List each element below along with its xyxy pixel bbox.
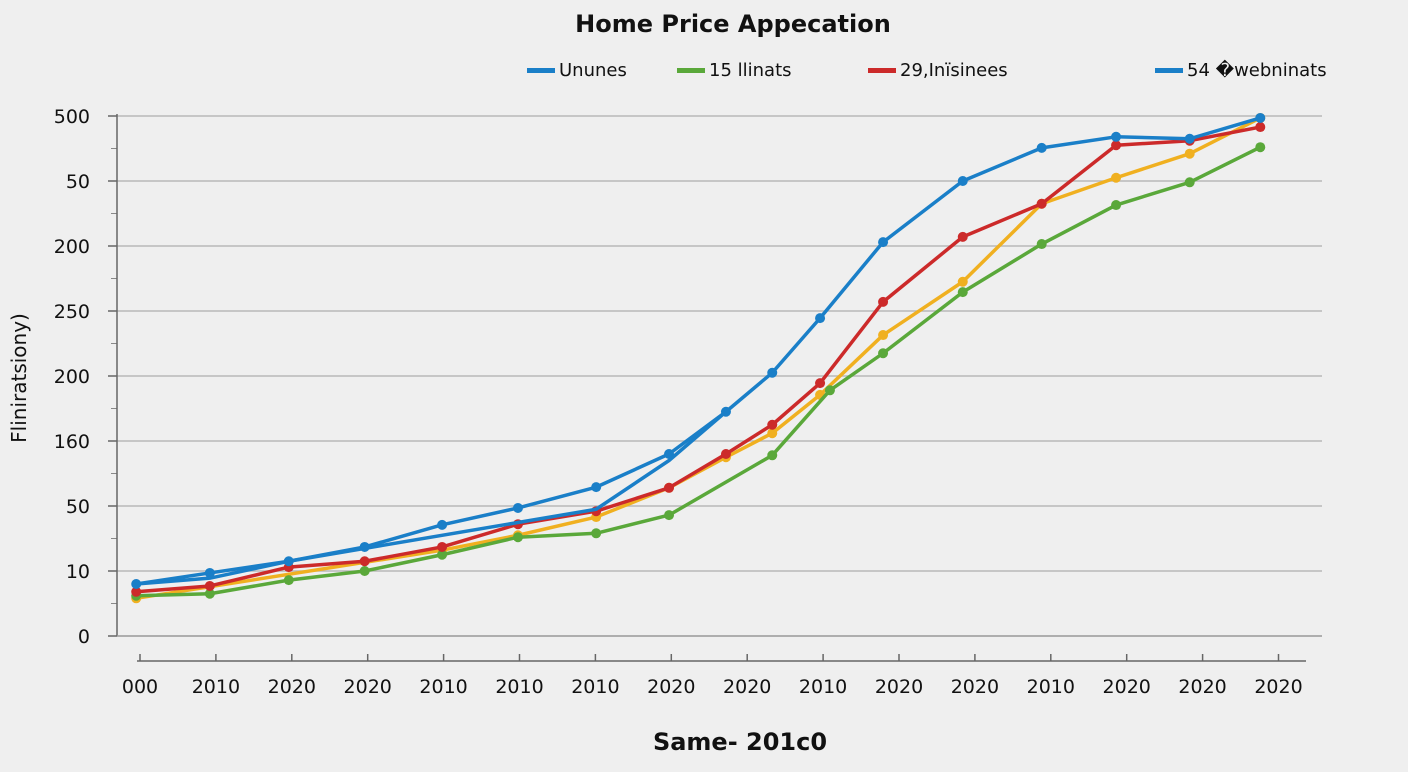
data-point [359,556,370,567]
x-tick-label: 2010 [495,676,543,698]
data-point [957,231,968,242]
data-point [957,276,968,287]
y-tick-label: 0 [78,626,90,648]
data-point [437,541,448,552]
data-point [1111,172,1122,183]
chart-title: Home Price Appecation [575,10,891,38]
x-tick-label: 2010 [192,676,240,698]
legend: Ununes 15 llinats 29,Inïsinees 54 �webninat… [527,59,1327,81]
legend-item: Ununes [527,60,627,81]
y-tick-label: 10 [66,561,90,583]
data-point [359,566,370,576]
legend-swatch [677,68,705,73]
legend-label: 15 llinats [709,60,792,81]
series-line [136,125,1261,594]
x-tick-label: 2020 [647,676,695,698]
x-tick-label: 2020 [1254,676,1302,698]
data-point [437,549,448,560]
x-tick-label: 2020 [1103,676,1151,698]
data-point [664,510,675,521]
data-point [591,528,602,539]
y-tick-label: 50 [66,171,90,193]
x-tick-label: 2010 [799,676,847,698]
data-point [878,296,889,307]
data-point [720,449,731,459]
data-point [878,237,889,248]
data-point [957,176,968,186]
data-point [824,385,835,396]
data-point [815,313,826,324]
data-point [664,482,675,493]
data-point [512,532,523,543]
data-point [437,519,448,530]
data-point [815,378,826,389]
data-point [1111,200,1122,211]
x-tick-label: 2020 [875,676,923,698]
legend-item: 29,Inïsinees [868,60,1008,81]
x-tick-label: 2020 [268,676,316,698]
y-tick-label: 250 [54,301,90,323]
axes: 0 10 50 160 200 250 200 50 500 000 2010 2020 2020 201… [54,106,1322,698]
data-point [1036,239,1047,250]
x-tick-label: 2010 [571,676,619,698]
series-1 [131,142,1266,601]
data-point [204,567,215,578]
x-tick-label: 2010 [1027,676,1075,698]
data-point [204,588,215,599]
data-point [1111,140,1122,151]
data-point [512,502,523,513]
series-group [131,112,1266,604]
x-axis-label: Same- 201c0 [653,728,827,756]
data-point [767,450,778,461]
data-point [1184,133,1195,144]
legend-label: 54 �webninats [1187,59,1327,81]
series-line [135,116,1262,601]
data-point [1184,148,1195,159]
x-tick-label: 2020 [951,676,999,698]
grid [117,115,1322,572]
series-2 [131,122,1266,597]
data-point [1255,112,1266,123]
y-tick-label: 200 [54,236,90,258]
data-point [767,419,778,430]
data-point [1255,122,1266,133]
legend-item: 15 llinats [677,60,792,81]
x-tick-label: 2010 [419,676,467,698]
series-4 [136,410,728,586]
data-point [1036,142,1047,153]
x-tick-label: 2020 [344,676,392,698]
legend-item: 54 �webninats [1155,59,1327,81]
x-tick-label: 2020 [1178,676,1226,698]
y-axis-label: Fliniratsiony) [7,313,31,443]
legend-swatch [1155,68,1183,73]
data-point [767,428,778,439]
data-point [1111,131,1122,142]
data-point [878,330,889,341]
series-line [136,410,728,586]
data-point [1036,198,1047,209]
data-point [131,586,142,597]
x-tick-label: 2020 [723,676,771,698]
legend-swatch [527,68,555,73]
data-point [957,287,968,298]
legend-swatch [868,68,896,73]
data-point [767,367,778,378]
y-tick-label: 200 [54,366,90,388]
data-point [1184,177,1195,188]
data-point [878,348,889,359]
legend-label: Ununes [559,60,627,81]
legend-label: 29,Inïsinees [900,60,1008,81]
data-point [204,580,215,591]
series-line [136,145,1262,598]
series-0 [131,112,1266,604]
y-tick-label: 50 [66,496,90,518]
data-point [283,575,294,586]
x-tick-label: 000 [122,676,158,698]
data-point [1255,142,1266,153]
y-tick-label: 500 [54,106,90,128]
data-point [591,482,602,493]
y-tick-label: 160 [54,431,90,453]
